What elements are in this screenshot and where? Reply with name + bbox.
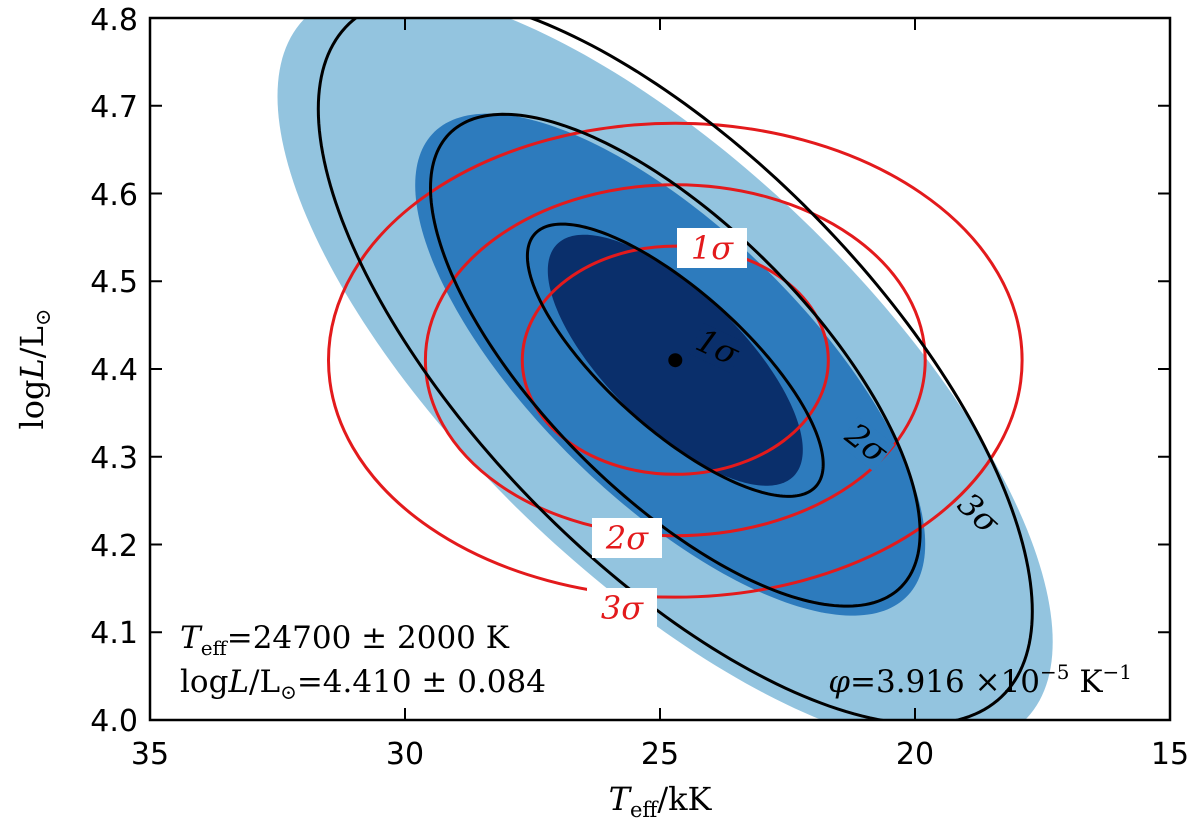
x-axis-label-sub: eff: [630, 798, 659, 822]
logl-prefix: log: [180, 664, 228, 700]
logl-annotation: logL/L⊙=4.410 ± 0.084: [180, 664, 546, 704]
label-gap: [837, 416, 895, 472]
y-tick-label: 4.0: [90, 704, 138, 739]
red-3sigma-label: 3σ: [601, 589, 644, 627]
x-tick-labels: 35 30 25 20 15: [131, 737, 1189, 772]
label-gap: [688, 322, 746, 374]
y-tick-label: 4.8: [90, 3, 138, 38]
black-contour-1σ: [525, 222, 825, 498]
y-tick-label: 4.6: [90, 178, 138, 213]
y-axis-label-sub: ⊙: [31, 309, 55, 327]
y-axis-label-symbol: L: [13, 358, 51, 380]
phi-symbol: φ: [828, 664, 850, 700]
y-tick-label: 4.1: [90, 616, 138, 651]
x-tick-label: 15: [1151, 737, 1189, 772]
phi-unit: K: [1070, 664, 1104, 700]
axis-ticks: [149, 17, 1171, 721]
red-2sigma-label: 2σ: [605, 519, 649, 557]
y-tick-label: 4.3: [90, 441, 138, 476]
label-gap: [677, 228, 747, 268]
phi-annotation: φ=3.916 ×10−5 K−1: [828, 660, 1132, 700]
label-gap: [949, 485, 1007, 543]
y-tick-labels: 4.0 4.1 4.2 4.3 4.4 4.5 4.6 4.7 4.8: [90, 3, 138, 739]
x-tick-label: 30: [386, 737, 424, 772]
black-contours: [316, 18, 1034, 720]
red-contour-1σ: [520, 244, 830, 476]
phi-exp: −5: [1040, 660, 1069, 684]
x-axis-label: Teff/kK: [609, 780, 713, 822]
teff-value: =24700 ± 2000 K: [227, 620, 510, 656]
x-tick-label: 35: [131, 737, 169, 772]
y-tick-label: 4.7: [90, 90, 138, 125]
label-gap: [587, 588, 657, 628]
red-1sigma-label: 1σ: [691, 229, 734, 267]
y-axis-label: logL/L⊙: [13, 309, 55, 430]
logl-symbol: L: [227, 664, 249, 700]
logl-value: =4.410 ± 0.084: [297, 664, 546, 700]
x-axis-label-unit: /kK: [657, 780, 712, 818]
phi-value: =3.916 ×10: [850, 664, 1040, 700]
y-tick-label: 4.5: [90, 265, 138, 300]
y-tick-label: 4.4: [90, 353, 138, 388]
logl-sub: ⊙: [280, 680, 297, 704]
black-contour-2σ: [428, 112, 922, 608]
red-contour-3σ: [327, 121, 1024, 599]
teff-annotation: Teff=24700 ± 2000 K: [180, 620, 510, 660]
y-tick-label: 4.2: [90, 529, 138, 564]
teff-sub: eff: [201, 636, 229, 660]
phi-unit-exp: −1: [1103, 660, 1132, 684]
black-contour-3σ: [316, 18, 1034, 720]
x-tick-label: 25: [641, 737, 679, 772]
y-axis-label-prefix: log: [13, 379, 51, 429]
x-tick-label: 20: [896, 737, 934, 772]
best-fit-point: [668, 353, 683, 368]
y-axis-label-rest: /L: [13, 326, 51, 358]
teff-symbol: T: [180, 620, 203, 656]
red-contour-labels: 1σ 2σ 3σ: [601, 229, 734, 627]
x-axis-label-symbol: T: [609, 780, 633, 818]
logl-rest: /L: [249, 664, 280, 700]
label-gap: [592, 518, 662, 558]
